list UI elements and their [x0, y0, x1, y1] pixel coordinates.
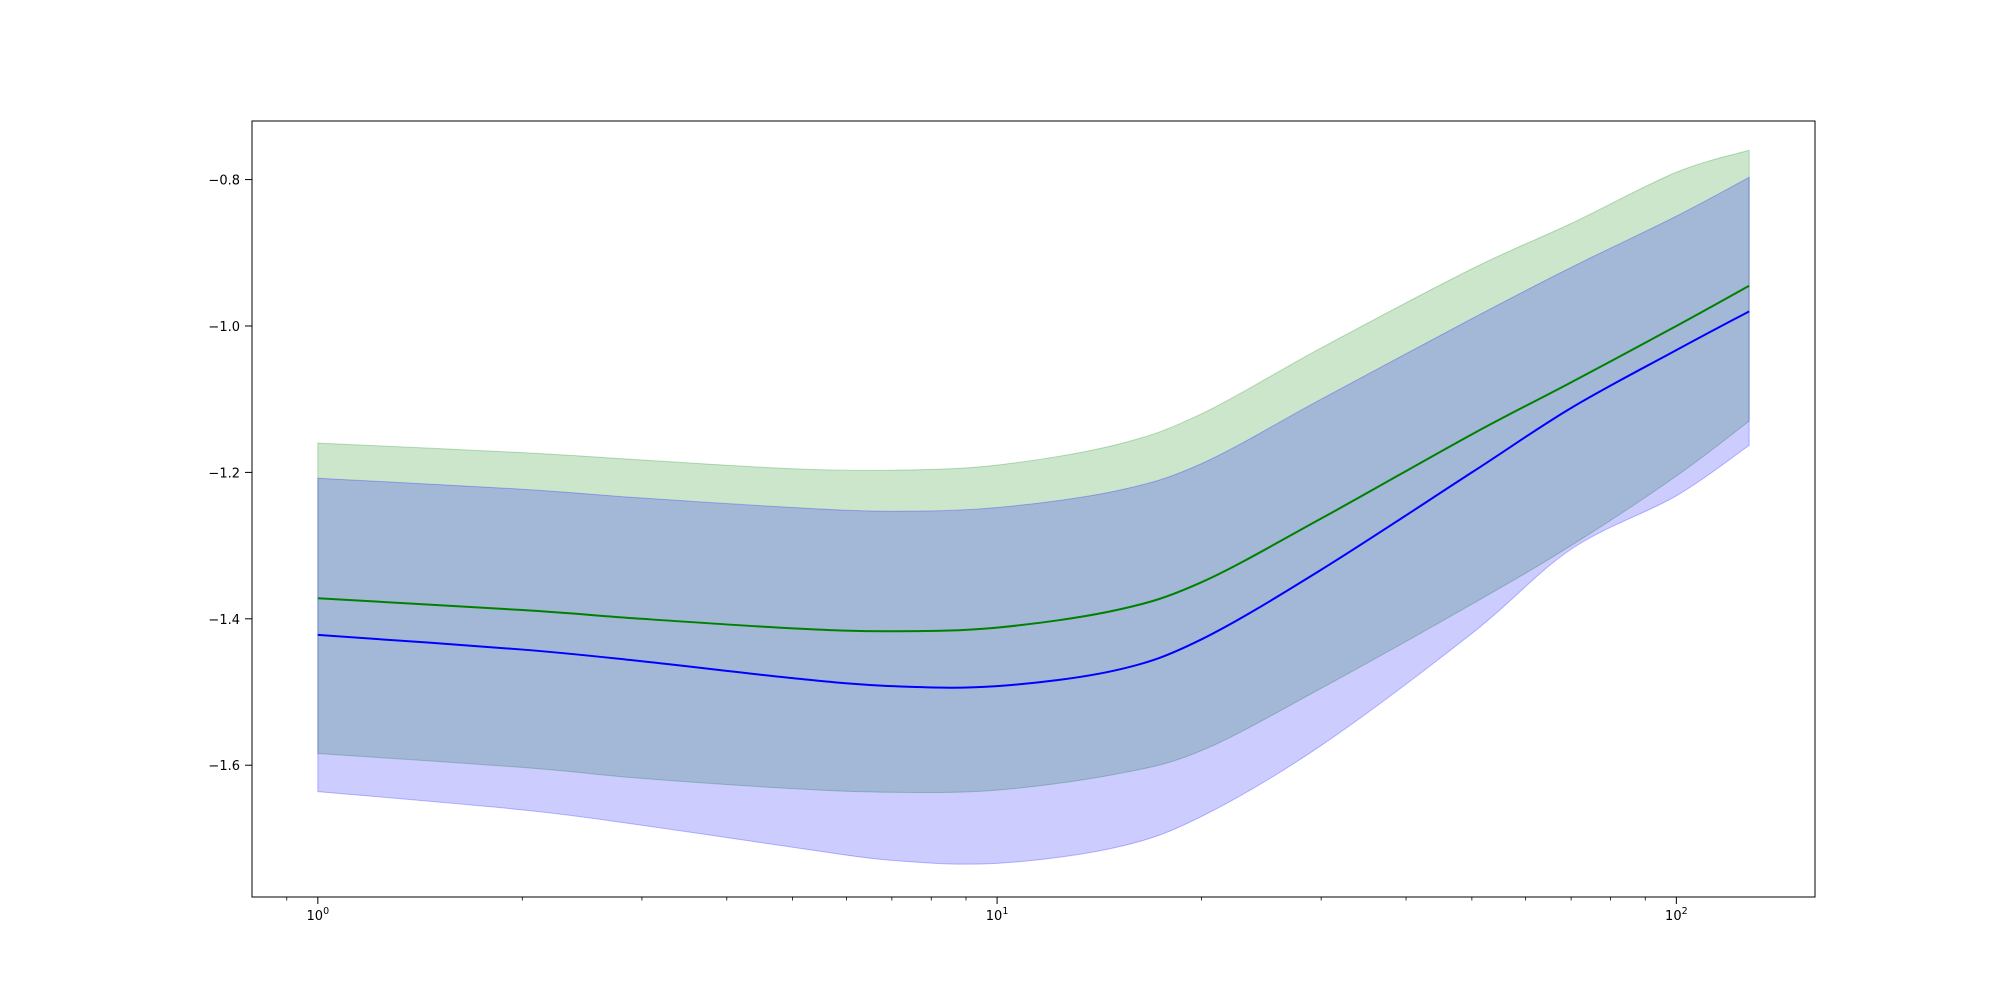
- series-1-line: [317, 284, 1750, 633]
- y-axis: −0.8 −1.0 −1.2 −1.4 −1.6: [208, 174, 252, 774]
- y-tick-label: −1.6: [208, 759, 240, 774]
- series-1-band: [317, 149, 1750, 794]
- series-lines: [317, 284, 1750, 689]
- x-tick-label: 100: [307, 906, 330, 924]
- y-tick-label: −0.8: [208, 174, 240, 189]
- confidence-bands: [317, 149, 1750, 865]
- series-2-band: [317, 176, 1750, 865]
- y-tick-label: −1.0: [208, 320, 240, 335]
- y-tick-label: −1.4: [208, 613, 240, 628]
- series-2-line: [317, 310, 1750, 689]
- y-tick-label: −1.2: [208, 466, 240, 481]
- x-tick-label: 101: [986, 906, 1009, 924]
- x-axis: 100 101 102: [286, 897, 1688, 924]
- plot-frame: [251, 120, 1816, 898]
- x-tick-label: 102: [1665, 906, 1688, 924]
